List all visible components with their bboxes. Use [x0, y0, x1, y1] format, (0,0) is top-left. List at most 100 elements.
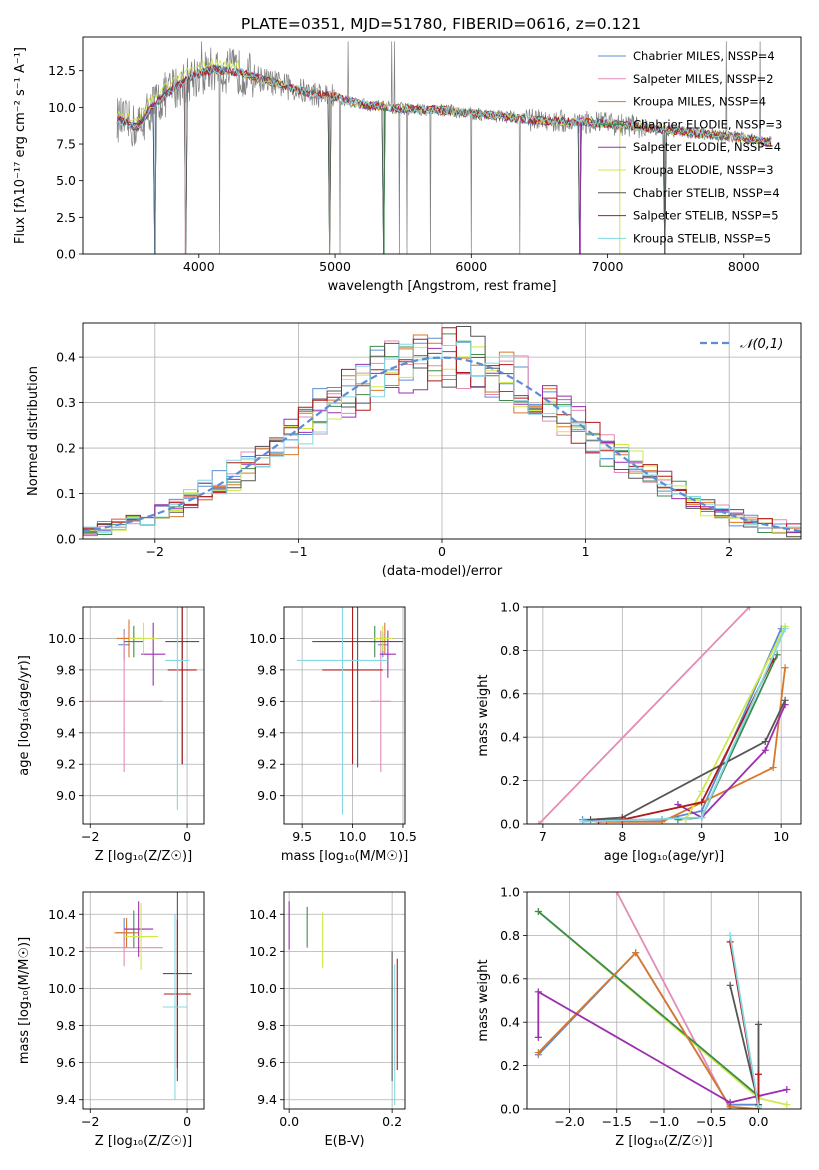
legend-label: Chabrier STELIB, NSSP=4 [633, 186, 780, 200]
y-axis-label: Flux [fλ10⁻¹⁷ erg cm⁻² s⁻¹ A⁻¹] [13, 47, 28, 244]
axes-spectrum: 4000 5000 6000 7000 8000 0.0 2.5 5.0 7.5 10.0 12.5… [13, 36, 802, 294]
x-tick-label: 2 [725, 544, 733, 559]
y-axis-label: mass weight [476, 959, 491, 1041]
y-tick-label: 9.6 [56, 1055, 76, 1070]
spectrum-model-line [116, 57, 772, 147]
x-tick-label: −2 [81, 829, 99, 844]
y-tick-label: 0.0 [56, 532, 76, 547]
weight-marker [534, 988, 542, 996]
x-tick-label: −2.0 [554, 1114, 584, 1129]
x-axis-label: E(B-V) [324, 1134, 364, 1149]
y-tick-label: 10.4 [48, 907, 76, 922]
y-axis-label: mass weight [476, 674, 491, 756]
weight-line [537, 910, 760, 1097]
y-tick-label: 9.8 [56, 1018, 76, 1033]
y-tick-label: 9.0 [56, 788, 76, 803]
weight-marker [632, 949, 640, 957]
plot-area [288, 901, 398, 1106]
x-tick-label: −1.0 [649, 1114, 679, 1129]
x-tick-label: 10.0 [339, 829, 367, 844]
x-tick-label: −1 [289, 544, 307, 559]
axes-weight-vs-age: 7 8 9 10 0.0 0.2 0.4 0.6 0.8 1.0 age [log₁₀(age/yr… [476, 600, 802, 864]
x-tick-label: 9 [698, 829, 706, 844]
x-tick-label: 7 [539, 829, 547, 844]
weight-marker [761, 738, 769, 746]
legend-label: Kroupa MILES, NSSP=4 [633, 95, 766, 109]
axes-residual-hist: −2 −1 0 1 2 0.0 0.1 0.2 0.3 0.4 (data-model)/error… [26, 322, 802, 579]
y-tick-label: 0.8 [500, 643, 520, 658]
y-tick-label: 0.2 [500, 1058, 520, 1073]
y-tick-label: 10.0 [48, 100, 76, 115]
x-tick-label: 7000 [592, 259, 624, 274]
legend-label: Salpeter ELODIE, NSSP=4 [633, 140, 781, 154]
spectrum-model-line [116, 64, 772, 145]
legend-label: Chabrier ELODIE, NSSP=3 [633, 117, 782, 131]
y-tick-label: 0.6 [500, 971, 520, 986]
axes-weight-vs-Z: −2.0 −1.5 −1.0 −0.5 0.0 0.0 0.2 0.4 0.6 0.8 1.0 Z [… [476, 885, 802, 1149]
x-tick-label: 0.0 [749, 1114, 769, 1129]
y-tick-label: 0.0 [500, 817, 520, 832]
weight-marker [773, 651, 781, 659]
x-axis-label: age [log₁₀(age/yr)] [604, 849, 725, 864]
spectrum-model-line [116, 65, 772, 254]
y-tick-label: 10.0 [48, 631, 76, 646]
normal-curve [83, 356, 801, 533]
legend-label: Salpeter STELIB, NSSP=5 [633, 209, 779, 223]
weight-marker [534, 1033, 542, 1041]
x-tick-label: 8000 [728, 259, 760, 274]
axes-mass-vs-EBV: 0.0 0.2 9.4 9.6 9.8 10.0 10.2 10.4 E(B-V) [249, 891, 406, 1149]
x-axis-label: Z [log₁₀(Z/Z☉)] [95, 1134, 192, 1149]
y-tick-label: 9.6 [257, 694, 277, 709]
x-axis-label: wavelength [Angstrom, rest frame] [328, 279, 557, 294]
y-tick-label: 0.0 [56, 247, 76, 262]
y-tick-label: 0.4 [500, 1015, 520, 1030]
weight-marker [535, 820, 543, 824]
y-tick-label: 9.4 [56, 725, 76, 740]
weight-marker [698, 813, 706, 821]
x-tick-label: −1.5 [602, 1114, 632, 1129]
y-tick-label: 0.4 [500, 730, 520, 745]
weight-marker [754, 1103, 762, 1109]
x-tick-label: 0 [183, 829, 191, 844]
y-axis-label: age [log₁₀(age/yr)] [17, 655, 32, 776]
weight-marker [698, 787, 706, 795]
weight-line [729, 935, 760, 1107]
y-tick-label: 9.6 [56, 694, 76, 709]
y-axis-label: mass [log₁₀(M/M☉)] [17, 937, 32, 1064]
weight-marker [613, 892, 621, 896]
x-axis-label: mass [log₁₀(M/M☉)] [281, 849, 408, 864]
x-tick-label: 4000 [183, 259, 215, 274]
weight-marker [754, 1070, 762, 1078]
y-tick-label: 10.4 [249, 907, 277, 922]
weight-line [590, 699, 786, 821]
y-tick-label: 1.0 [500, 600, 520, 615]
y-tick-label: 5.0 [56, 173, 76, 188]
y-tick-label: 10.2 [48, 944, 76, 959]
x-tick-label: 0 [438, 544, 446, 559]
y-tick-label: 9.4 [257, 1092, 277, 1107]
weight-line [616, 892, 731, 1109]
legend-label: Kroupa STELIB, NSSP=5 [633, 231, 771, 245]
x-tick-label: 1 [582, 544, 590, 559]
x-tick-label: 9.5 [292, 829, 312, 844]
x-axis-label: Z [log₁₀(Z/Z☉)] [95, 849, 192, 864]
axes-age-vs-Z: −2 0 9.0 9.2 9.4 9.6 9.8 10.0 Z [log₁₀(Z/Z☉)] age… [17, 606, 205, 864]
plot-area [116, 41, 772, 254]
weight-marker [534, 908, 542, 916]
x-tick-label: 10.5 [389, 829, 417, 844]
weight-line [537, 951, 759, 1109]
plot-area [83, 326, 801, 538]
x-tick-label: 5000 [319, 259, 351, 274]
y-tick-label: 9.4 [56, 1092, 76, 1107]
axes-age-vs-mass: 9.5 10.0 10.5 9.0 9.2 9.4 9.6 9.8 10.0 mass [log₁… [249, 606, 417, 864]
y-tick-label: 0.4 [56, 350, 76, 365]
weight-marker [698, 798, 706, 806]
x-tick-label: 0 [183, 1114, 191, 1129]
weight-marker [534, 1049, 542, 1057]
x-axis-label: (data-model)/error [382, 564, 503, 579]
y-tick-label: 10.0 [249, 981, 277, 996]
weight-marker [781, 696, 789, 704]
y-tick-label: 1.0 [500, 885, 520, 900]
y-tick-label: 12.5 [48, 63, 76, 78]
